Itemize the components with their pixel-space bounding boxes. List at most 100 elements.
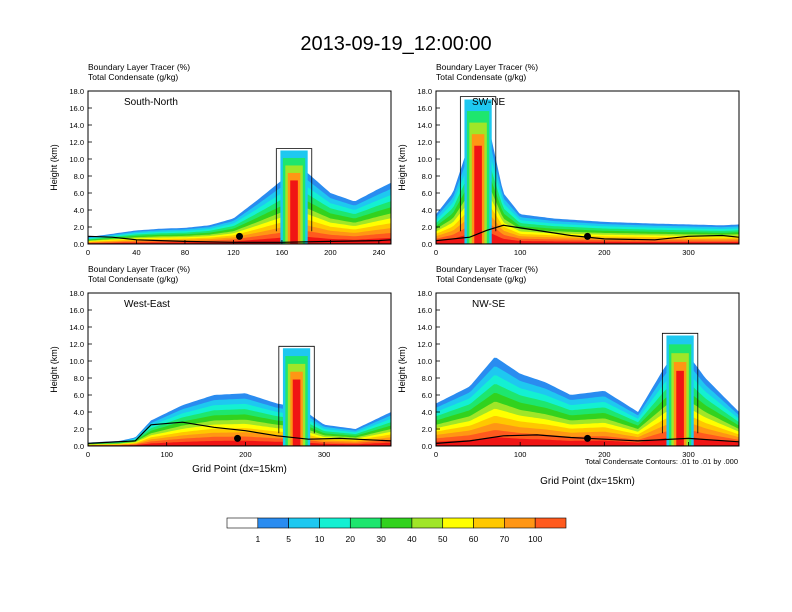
colorbar-swatch-10 <box>534 517 567 529</box>
x-tick-label: 200 <box>324 248 337 257</box>
section-name: NW-SE <box>472 299 505 310</box>
y-tick-label: 12.0 <box>69 340 84 349</box>
tracer-field <box>436 96 739 244</box>
y-tick-label: 12.0 <box>417 138 432 147</box>
x-tick-label: 200 <box>239 450 252 459</box>
tracer-band-10 <box>436 221 739 244</box>
colorbar-label: 30 <box>376 534 386 544</box>
terrain-line <box>436 434 739 446</box>
y-tick-label: 6.0 <box>422 391 432 400</box>
panel-sw-ne: Boundary Layer Tracer (%)Total Condensat… <box>397 62 740 257</box>
y-tick-label: 12.0 <box>417 340 432 349</box>
plot-frame <box>87 292 392 447</box>
colorbar-swatch-9 <box>504 517 536 529</box>
y-tick-label: 14.0 <box>69 121 84 130</box>
y-tick-label: 4.0 <box>74 408 84 417</box>
condensate-contour <box>275 148 313 232</box>
location-marker <box>584 434 591 442</box>
y-tick-label: 14.0 <box>417 121 432 130</box>
x-axis-label: Grid Point (dx=15km) <box>540 476 635 487</box>
panel-label-condensate: Total Condensate (g/kg) <box>436 72 526 82</box>
panel-nw-se: Boundary Layer Tracer (%)Total Condensat… <box>397 264 740 487</box>
colorbar-label: 1 <box>255 534 260 544</box>
x-tick-label: 0 <box>434 248 438 257</box>
y-tick-label: 2.0 <box>422 223 432 232</box>
y-tick-label: 8.0 <box>74 374 84 383</box>
y-tick-label: 16.0 <box>69 306 84 315</box>
y-tick-label: 10.0 <box>417 155 432 164</box>
panel-label-tracer: Boundary Layer Tracer (%) <box>88 264 190 274</box>
x-tick-label: 100 <box>514 450 527 459</box>
tower-layer-5 <box>676 370 684 446</box>
tracer-field <box>88 345 391 446</box>
x-tick-label: 40 <box>132 248 140 257</box>
plot-frame <box>87 90 392 245</box>
x-tick-label: 200 <box>598 450 611 459</box>
y-tick-label: 18.0 <box>417 289 432 298</box>
y-tick-label: 8.0 <box>422 374 432 383</box>
y-tick-label: 4.0 <box>74 206 84 215</box>
y-tick-label: 16.0 <box>417 306 432 315</box>
y-tick-label: 0.0 <box>422 442 432 451</box>
colorbar-swatch-6 <box>411 517 444 529</box>
tower-layer-5 <box>292 379 301 446</box>
y-tick-label: 10.0 <box>69 357 84 366</box>
condensate-contour <box>459 96 497 232</box>
y-tick-label: 10.0 <box>417 357 432 366</box>
x-tick-label: 0 <box>86 248 90 257</box>
colorbar-label: 60 <box>469 534 479 544</box>
location-marker <box>234 434 242 442</box>
tracer-band-9 <box>436 210 739 244</box>
y-tick-label: 0.0 <box>74 442 84 451</box>
condensate-contour <box>278 345 315 434</box>
colorbar-label: 40 <box>407 534 417 544</box>
y-tick-label: 18.0 <box>69 87 84 96</box>
colorbar-label: 100 <box>528 534 542 544</box>
x-tick-label: 0 <box>434 450 438 459</box>
y-tick-label: 2.0 <box>74 425 84 434</box>
y-tick-label: 4.0 <box>422 408 432 417</box>
y-axis-label: Height (km) <box>49 346 59 393</box>
section-name: South-North <box>124 97 178 108</box>
y-tick-label: 18.0 <box>417 87 432 96</box>
x-tick-label: 100 <box>514 248 527 257</box>
panels-group: Boundary Layer Tracer (%)Total Condensat… <box>49 62 740 487</box>
y-tick-label: 16.0 <box>69 104 84 113</box>
y-tick-label: 0.0 <box>74 240 84 249</box>
tracer-band-11 <box>88 440 391 446</box>
y-tick-label: 8.0 <box>422 172 432 181</box>
terrain-line <box>88 421 391 446</box>
colorbar-label: 5 <box>286 534 291 544</box>
tracer-field <box>88 148 391 244</box>
contour-note: Total Condensate Contours: .01 to .01 by… <box>585 457 738 466</box>
figure-title: 2013-09-19_12:00:00 <box>300 33 491 55</box>
colorbar-swatch-4 <box>349 517 382 529</box>
colorbar-swatch-7 <box>442 517 474 529</box>
colorbar: 1 5 10 20 30 40 50 60 70 100 <box>226 517 567 544</box>
y-axis-label: Height (km) <box>397 346 407 393</box>
y-tick-label: 2.0 <box>422 425 432 434</box>
x-tick-label: 120 <box>227 248 240 257</box>
x-tick-label: 0 <box>86 450 90 459</box>
y-tick-label: 10.0 <box>69 155 84 164</box>
x-tick-label: 240 <box>373 248 386 257</box>
colorbar-swatch-5 <box>380 517 413 529</box>
colorbar-label: 20 <box>346 534 356 544</box>
tracer-band-11 <box>436 231 739 244</box>
panel-label-condensate: Total Condensate (g/kg) <box>88 72 178 82</box>
panel-label-tracer: Boundary Layer Tracer (%) <box>436 264 538 274</box>
colorbar-label: 50 <box>438 534 448 544</box>
location-marker <box>236 232 243 240</box>
panel-south-north: Boundary Layer Tracer (%)Total Condensat… <box>49 62 392 257</box>
panel-label-condensate: Total Condensate (g/kg) <box>436 274 526 284</box>
colorbar-swatch-8 <box>473 517 505 529</box>
y-tick-label: 8.0 <box>74 172 84 181</box>
section-name: West-East <box>124 299 170 310</box>
panel-label-tracer: Boundary Layer Tracer (%) <box>88 62 190 72</box>
y-tick-label: 4.0 <box>422 206 432 215</box>
y-axis-label: Height (km) <box>397 144 407 191</box>
tower-layer-5 <box>474 145 482 244</box>
plot-frame <box>435 90 740 245</box>
y-tick-label: 0.0 <box>422 240 432 249</box>
